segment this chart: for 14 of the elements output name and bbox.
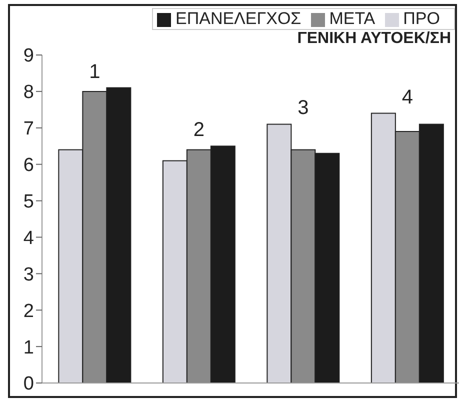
- y-tick-label: 6: [23, 155, 34, 176]
- chart-title: ΓΕΝΙΚΗ ΑΥΤΟΕΚ/ΣΗ: [297, 30, 451, 48]
- y-tick-label: 2: [23, 300, 34, 322]
- y-tick-label: 7: [23, 118, 34, 140]
- y-tick-label: 8: [23, 82, 34, 104]
- legend-label: ΕΠΑΝΕΛΕΓΧΟΣ: [175, 9, 302, 28]
- legend-label: ΠΡΟ: [403, 9, 440, 28]
- y-tick-label: 9: [23, 46, 34, 67]
- y-tick-label: 3: [23, 264, 34, 286]
- y-tick-label: 5: [23, 192, 34, 213]
- y-tick-label: 0: [23, 374, 34, 395]
- y-tick-label: 4: [23, 228, 34, 249]
- y-tick-label: 1: [23, 337, 34, 358]
- legend-label: ΜΕΤΑ: [329, 9, 376, 28]
